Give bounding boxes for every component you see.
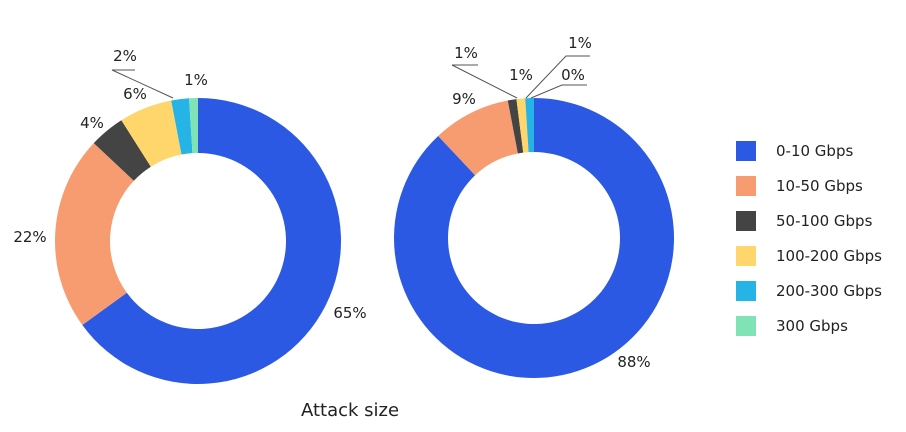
data-label: 22% <box>13 228 46 246</box>
data-label: 6% <box>123 85 147 103</box>
slice-200-300-gbps <box>525 98 534 153</box>
legend-label: 300 Gbps <box>776 316 848 335</box>
slice-10-50-gbps <box>54 143 134 326</box>
data-label: 0% <box>561 66 585 84</box>
legend-swatch <box>736 315 756 336</box>
slice-0-10-gbps <box>82 98 341 384</box>
slice-50-100-gbps <box>93 120 151 181</box>
slice-200-300-gbps <box>171 98 193 155</box>
legend-label: 200-300 Gbps <box>776 281 882 300</box>
legend-label: 50-100 Gbps <box>776 211 873 230</box>
legend-label: 10-50 Gbps <box>776 176 863 195</box>
slice-0-10-gbps <box>394 98 674 378</box>
data-label: 1% <box>184 71 208 89</box>
legend-label: 100-200 Gbps <box>776 246 882 265</box>
legend-item: 100-200 Gbps <box>736 238 882 273</box>
leader-line <box>525 55 590 99</box>
leader-line <box>111 69 174 99</box>
slice-100-200-gbps <box>121 100 182 167</box>
legend-swatch <box>736 280 756 301</box>
legend-item: 50-100 Gbps <box>736 203 882 238</box>
slice-100-200-gbps <box>516 98 529 153</box>
slice-50-100-gbps <box>507 99 524 154</box>
legend: 0-10 Gbps 10-50 Gbps 50-100 Gbps 100-200 Gb… <box>736 133 882 343</box>
data-label: 9% <box>452 90 476 108</box>
donut-chart-1: 65% 22% 4% 6% 2% 1% <box>13 47 367 384</box>
data-label: 1% <box>509 66 533 84</box>
donut-chart-2: 88% 9% 1% 1% 1% 0% <box>394 34 674 378</box>
data-label: 88% <box>617 353 650 371</box>
leader-line <box>451 64 518 99</box>
legend-label: 0-10 Gbps <box>776 141 854 160</box>
data-label: 1% <box>568 34 592 52</box>
legend-swatch <box>736 245 756 266</box>
data-label: 65% <box>333 304 366 322</box>
legend-item: 10-50 Gbps <box>736 168 882 203</box>
donut-charts: 65% 22% 4% 6% 2% 1% 88% 9% 1% 1% 1% 0% <box>13 34 674 384</box>
data-label: 1% <box>454 44 478 62</box>
slice-10-50-gbps <box>438 100 518 176</box>
legend-swatch <box>736 140 756 161</box>
leader-line <box>530 84 587 99</box>
data-label: 2% <box>113 47 137 65</box>
data-label: 4% <box>80 114 104 132</box>
legend-item: 300 Gbps <box>736 308 882 343</box>
slice-300-gbps <box>189 98 198 154</box>
legend-item: 200-300 Gbps <box>736 273 882 308</box>
legend-item: 0-10 Gbps <box>736 133 882 168</box>
x-axis-label: Attack size <box>300 400 400 421</box>
legend-swatch <box>736 175 756 196</box>
legend-swatch <box>736 210 756 231</box>
